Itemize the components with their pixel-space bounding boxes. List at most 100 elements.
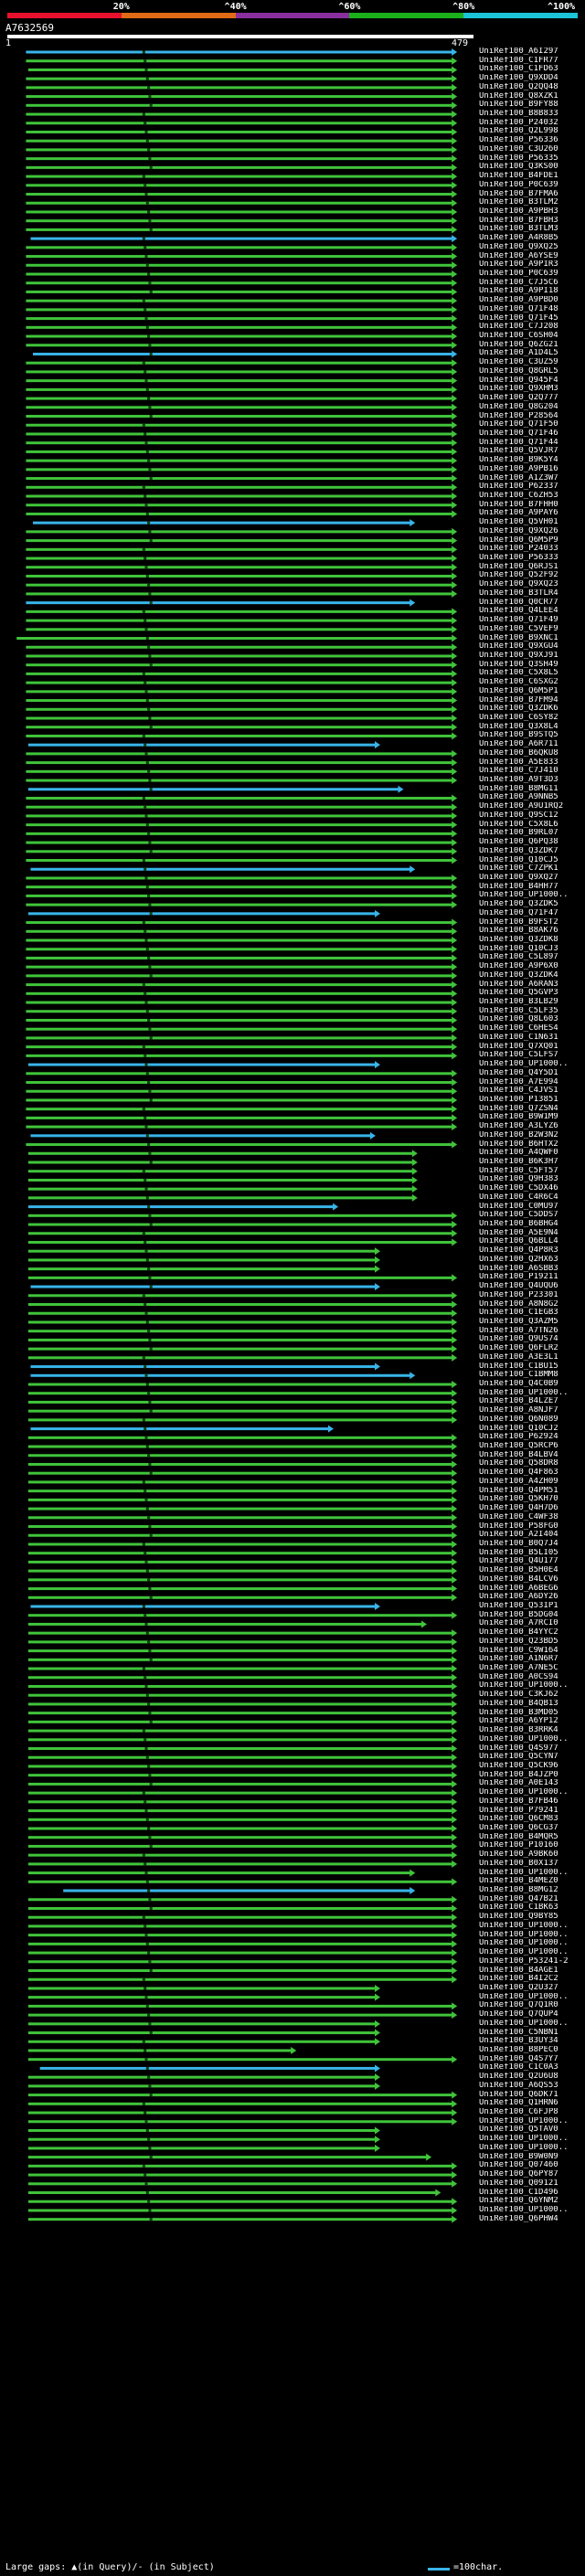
hit-label[interactable]: UniRef100_B4FDE1 bbox=[479, 172, 558, 181]
hit-label[interactable]: UniRef100_Q6RJS1 bbox=[479, 562, 558, 571]
hit-bar[interactable] bbox=[27, 1765, 453, 1768]
hit-label[interactable]: UniRef100_C0MU97 bbox=[479, 1202, 558, 1211]
hit-label[interactable]: UniRef100_B8PEC0 bbox=[479, 2046, 558, 2054]
hit-bar[interactable] bbox=[26, 726, 453, 729]
hit-label[interactable]: UniRef100_B3MD05 bbox=[479, 1708, 558, 1717]
hit-label[interactable]: UniRef100_A6I297 bbox=[479, 48, 558, 56]
hit-label[interactable]: UniRef100_A6RAN3 bbox=[479, 980, 558, 989]
hit-bar[interactable] bbox=[63, 1889, 411, 1892]
hit-bar[interactable] bbox=[26, 299, 453, 302]
hit-bar[interactable] bbox=[26, 1125, 453, 1129]
hit-bar[interactable] bbox=[26, 699, 453, 703]
hit-bar[interactable] bbox=[27, 1400, 453, 1404]
hit-label[interactable]: UniRef100_A1N6R7 bbox=[479, 1655, 558, 1664]
hit-label[interactable]: UniRef100_B9W1M9 bbox=[479, 1113, 558, 1122]
hit-label[interactable]: UniRef100_A8N8G2 bbox=[479, 1299, 558, 1309]
hit-bar[interactable] bbox=[26, 263, 453, 267]
hit-bar[interactable] bbox=[27, 2031, 376, 2035]
hit-label[interactable]: UniRef100_B8MG12 bbox=[479, 1886, 558, 1895]
hit-label[interactable]: UniRef100_Q3SH49 bbox=[479, 660, 558, 669]
hit-bar[interactable] bbox=[26, 1045, 453, 1049]
hit-label[interactable]: UniRef100_B4AGE1 bbox=[479, 1966, 558, 1975]
hit-bar[interactable] bbox=[26, 619, 453, 622]
hit-label[interactable]: UniRef100_B4LBV4 bbox=[479, 1450, 558, 1459]
hit-bar[interactable] bbox=[27, 1311, 453, 1315]
hit-bar[interactable] bbox=[26, 876, 453, 880]
hit-bar[interactable] bbox=[26, 1018, 453, 1022]
hit-bar[interactable] bbox=[26, 459, 453, 462]
hit-label[interactable]: UniRef100_P19211 bbox=[479, 1273, 558, 1282]
hit-bar[interactable] bbox=[26, 769, 453, 773]
hit-label[interactable]: UniRef100_B3TLR4 bbox=[479, 588, 558, 598]
hit-bar[interactable] bbox=[26, 432, 453, 436]
hit-label[interactable]: UniRef100_Q6PQ38 bbox=[479, 838, 558, 847]
hit-bar[interactable] bbox=[27, 2049, 292, 2052]
hit-label[interactable]: UniRef100_C5L897 bbox=[479, 953, 558, 962]
hit-bar[interactable] bbox=[27, 1809, 453, 1813]
hit-bar[interactable] bbox=[27, 1320, 453, 1324]
hit-bar[interactable] bbox=[26, 948, 453, 951]
hit-bar[interactable] bbox=[26, 361, 453, 365]
hit-bar[interactable] bbox=[26, 1010, 453, 1013]
hit-bar[interactable] bbox=[27, 1471, 453, 1475]
hit-label[interactable]: UniRef100_Q9XQ27 bbox=[479, 873, 558, 882]
hit-label[interactable]: UniRef100_Q2Q777 bbox=[479, 394, 558, 403]
hit-label[interactable]: UniRef100_UP1000.. bbox=[479, 1948, 569, 1957]
hit-label[interactable]: UniRef100_A6DY26 bbox=[479, 1593, 558, 1602]
hit-label[interactable]: UniRef100_UP1000.. bbox=[479, 1939, 569, 1948]
hit-label[interactable]: UniRef100_Q9SC12 bbox=[479, 811, 558, 820]
hit-bar[interactable] bbox=[27, 2137, 376, 2141]
hit-bar[interactable] bbox=[27, 1836, 453, 1839]
hit-bar[interactable] bbox=[26, 557, 453, 560]
hit-bar[interactable] bbox=[27, 743, 376, 747]
hit-bar[interactable] bbox=[27, 1712, 453, 1715]
hit-label[interactable]: UniRef100_C5X8L5 bbox=[479, 669, 558, 678]
hit-bar[interactable] bbox=[26, 379, 453, 383]
hit-bar[interactable] bbox=[27, 2182, 453, 2186]
hit-bar[interactable] bbox=[27, 1622, 422, 1626]
hit-bar[interactable] bbox=[26, 210, 453, 214]
hit-label[interactable]: UniRef100_Q0CR77 bbox=[479, 598, 558, 607]
hit-bar[interactable] bbox=[26, 148, 453, 152]
hit-bar[interactable] bbox=[30, 1605, 377, 1608]
hit-label[interactable]: UniRef100_B9W0N9 bbox=[479, 2152, 558, 2161]
hit-bar[interactable] bbox=[27, 1303, 453, 1307]
hit-bar[interactable] bbox=[26, 1027, 453, 1031]
hit-bar[interactable] bbox=[26, 450, 453, 453]
hit-bar[interactable] bbox=[26, 1089, 453, 1093]
hit-label[interactable]: UniRef100_Q3AZM5 bbox=[479, 1317, 558, 1326]
hit-label[interactable]: UniRef100_Q4C0B9 bbox=[479, 1380, 558, 1388]
hit-bar[interactable] bbox=[26, 1001, 453, 1004]
hit-label[interactable]: UniRef100_Q71F47 bbox=[479, 908, 558, 917]
hit-bar[interactable] bbox=[27, 2156, 428, 2159]
hit-label[interactable]: UniRef100_Q9XJ91 bbox=[479, 651, 558, 660]
hit-bar[interactable] bbox=[27, 1791, 453, 1795]
hit-bar[interactable] bbox=[26, 921, 453, 925]
hit-label[interactable]: UniRef100_B4LCV6 bbox=[479, 1574, 558, 1584]
hit-bar[interactable] bbox=[26, 805, 453, 809]
hit-bar[interactable] bbox=[27, 2128, 376, 2132]
hit-bar[interactable] bbox=[27, 2075, 376, 2079]
hit-label[interactable]: UniRef100_Q1HRN6 bbox=[479, 2099, 558, 2108]
hit-bar[interactable] bbox=[26, 86, 453, 90]
hit-label[interactable]: UniRef100_P24032 bbox=[479, 118, 558, 127]
hit-label[interactable]: UniRef100_Q2HX63 bbox=[479, 1255, 558, 1264]
hit-bar[interactable] bbox=[27, 1436, 453, 1439]
hit-bar[interactable] bbox=[26, 1054, 453, 1057]
hit-label[interactable]: UniRef100_B4QB13 bbox=[479, 1699, 558, 1708]
hit-bar[interactable] bbox=[26, 139, 453, 143]
hit-bar[interactable] bbox=[26, 423, 453, 427]
hit-bar[interactable] bbox=[27, 1818, 453, 1821]
hit-label[interactable]: UniRef100_B4JZP0 bbox=[479, 1770, 558, 1779]
hit-label[interactable]: UniRef100_Q5VJR7 bbox=[479, 447, 558, 456]
hit-label[interactable]: UniRef100_Q71F45 bbox=[479, 313, 558, 323]
hit-bar[interactable] bbox=[27, 1729, 453, 1733]
hit-label[interactable]: UniRef100_B8AK76 bbox=[479, 927, 558, 936]
hit-label[interactable]: UniRef100_Q4U177 bbox=[479, 1557, 558, 1566]
hit-label[interactable]: UniRef100_A0CS94 bbox=[479, 1672, 558, 1681]
hit-bar[interactable] bbox=[26, 690, 453, 694]
hit-bar[interactable] bbox=[26, 1081, 453, 1085]
hit-bar[interactable] bbox=[27, 1942, 453, 1945]
hit-bar[interactable] bbox=[26, 112, 453, 116]
hit-bar[interactable] bbox=[27, 1161, 413, 1164]
